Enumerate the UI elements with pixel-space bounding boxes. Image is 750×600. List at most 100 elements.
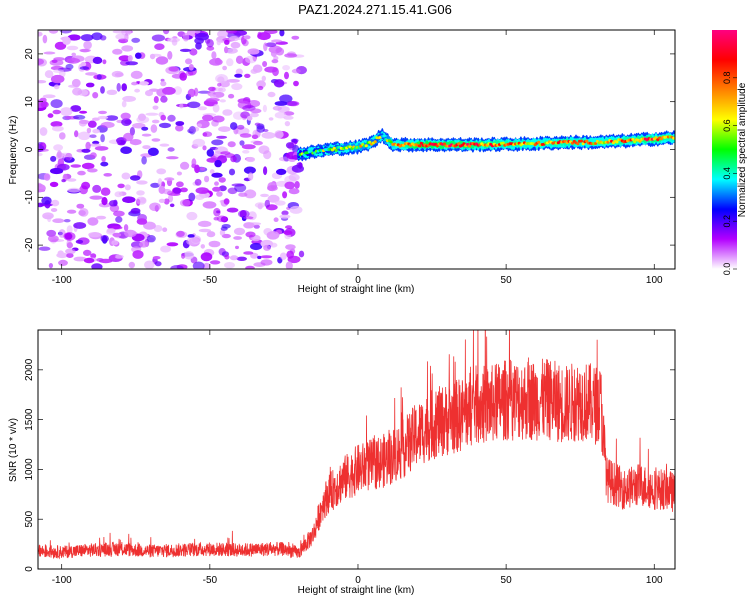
noise-blob (121, 100, 127, 108)
noise-blob (48, 235, 59, 243)
noise-blob (221, 224, 231, 229)
noise-blob (211, 172, 223, 178)
noise-blob (227, 141, 236, 148)
noise-blob (187, 234, 195, 238)
noise-blob (270, 50, 277, 57)
noise-blob (268, 117, 274, 121)
track-cell (579, 139, 584, 143)
noise-blob (208, 86, 216, 92)
noise-blob (264, 199, 270, 208)
noise-blob (112, 48, 123, 55)
noise-blob (87, 168, 98, 173)
noise-blob (146, 235, 156, 243)
noise-blob (63, 219, 71, 223)
noise-blob (293, 80, 299, 87)
noise-blob (145, 90, 153, 97)
noise-blob (222, 65, 228, 71)
colorbar-gradient (712, 30, 737, 269)
noise-blob (169, 203, 175, 208)
noise-blob (41, 196, 52, 205)
track-cell (373, 140, 377, 144)
noise-blob (288, 188, 300, 195)
noise-blob (224, 254, 230, 260)
noise-blob (194, 30, 201, 34)
noise-blob (242, 150, 250, 154)
noise-blob (50, 155, 57, 162)
noise-blob (78, 210, 86, 216)
track-cell (334, 148, 338, 152)
noise-blob (272, 67, 279, 77)
noise-blob (298, 250, 305, 258)
noise-blob (90, 253, 97, 259)
noise-blob (204, 175, 210, 183)
noise-blob (231, 83, 243, 91)
noise-blob (267, 194, 280, 203)
noise-blob (219, 99, 226, 103)
noise-blob (150, 182, 161, 188)
noise-blob (239, 133, 252, 138)
noise-blob (162, 227, 168, 232)
noise-blob (202, 131, 213, 137)
x-tick-label: 0 (355, 275, 361, 286)
noise-blob (83, 257, 95, 264)
noise-blob (105, 115, 119, 121)
noise-blob (66, 253, 74, 258)
noise-blob (50, 74, 65, 84)
noise-blob (128, 261, 135, 269)
noise-blob (219, 229, 226, 236)
noise-blob (233, 227, 246, 236)
x-tick-label: 100 (646, 275, 663, 286)
noise-blob (230, 155, 237, 163)
noise-blob (228, 35, 240, 42)
noise-blob (249, 112, 259, 118)
noise-blob (152, 256, 161, 260)
noise-blob (254, 122, 261, 126)
noise-blob (129, 175, 141, 181)
noise-blob (274, 111, 287, 119)
noise-blob (89, 195, 103, 200)
noise-blob (253, 224, 260, 229)
noise-blob (100, 134, 105, 143)
noise-blob (102, 59, 107, 65)
noise-blob (79, 66, 90, 70)
noise-blob (286, 250, 295, 259)
noise-blob (125, 61, 138, 66)
noise-blob (101, 155, 106, 163)
noise-blob (253, 140, 263, 146)
noise-blob (180, 161, 190, 170)
noise-blob (130, 207, 141, 214)
noise-blob (279, 30, 285, 37)
spectrogram-y-label: Frequency (Hz) (8, 116, 19, 185)
colorbar-tick-label: 0.2 (722, 215, 732, 228)
noise-blob (226, 207, 239, 213)
x-tick-label: 50 (501, 575, 513, 586)
noise-blob (132, 122, 146, 129)
noise-blob (63, 232, 76, 241)
noise-blob (206, 46, 215, 51)
noise-blob (266, 231, 280, 240)
noise-blob (160, 114, 166, 121)
snr-series-line (38, 330, 675, 560)
noise-blob (158, 198, 166, 203)
y-tick-label: 0 (24, 146, 35, 152)
track-cell (467, 144, 471, 148)
noise-blob (220, 151, 231, 155)
noise-blob (179, 187, 188, 193)
noise-blob (294, 181, 300, 189)
noise-blob (96, 215, 107, 220)
noise-blob (162, 86, 176, 95)
noise-blob (38, 144, 45, 153)
noise-blob (127, 55, 133, 62)
noise-blob (237, 124, 245, 130)
noise-blob (38, 80, 47, 84)
noise-blob (151, 138, 161, 142)
noise-blob (52, 109, 61, 115)
noise-blob (263, 166, 268, 176)
noise-blob (289, 205, 303, 214)
noise-blob (273, 79, 285, 88)
noise-blob (51, 59, 58, 63)
noise-blob (141, 133, 152, 137)
noise-blob (202, 262, 211, 269)
track-cell (419, 141, 423, 145)
noise-blob (245, 55, 257, 64)
